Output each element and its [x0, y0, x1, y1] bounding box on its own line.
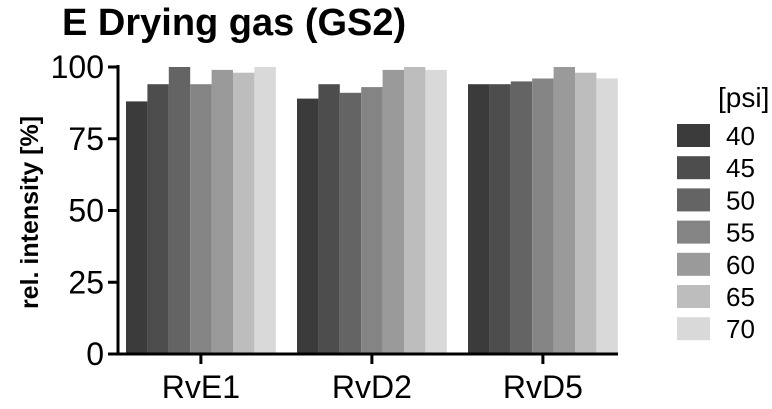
legend-label-45: 45	[726, 153, 755, 183]
y-tick-label-75: 75	[68, 121, 104, 157]
axes-group: 0 25 50 75 100 RvE1 RvD2 RvD5 rel. intensity [%]	[16, 49, 618, 405]
bar-RvE1-55	[190, 84, 212, 354]
bar-RvE1-40	[126, 101, 148, 355]
bar-RvD2-40	[297, 98, 319, 354]
x-tick-label-RvD2: RvD2	[332, 369, 412, 405]
bar-RvD5-40	[468, 84, 490, 354]
bar-RvD5-60	[553, 67, 575, 354]
bar-RvD2-50	[339, 92, 362, 355]
bar-RvD5-55	[532, 78, 554, 354]
y-tick-label-0: 0	[86, 336, 104, 372]
legend-swatch-70	[677, 317, 710, 341]
y-axis-title: rel. intensity [%]	[16, 116, 44, 309]
chart-title: E Drying gas (GS2)	[62, 2, 407, 44]
bar-RvE1-65	[233, 72, 255, 354]
bar-RvD2-65	[404, 67, 426, 354]
legend-swatch-65	[677, 285, 710, 308]
x-tick-label-RvD5: RvD5	[503, 369, 583, 405]
bar-RvD2-60	[382, 69, 404, 355]
bar-RvD5-45	[489, 84, 511, 354]
bar-RvE1-45	[147, 84, 169, 354]
bar-RvE1-70	[254, 67, 276, 354]
bars-group	[126, 67, 618, 355]
bar-RvD5-50	[510, 81, 533, 355]
legend-swatch-60	[677, 252, 710, 276]
legend-swatch-40	[677, 124, 710, 147]
legend-label-65: 65	[726, 282, 755, 312]
legend-title: [psi]	[718, 82, 769, 113]
legend-swatch-50	[677, 188, 710, 212]
bar-RvD5-65	[575, 72, 597, 354]
legend-label-55: 55	[726, 218, 755, 248]
y-tick-label-100: 100	[51, 49, 104, 85]
bar-RvE1-60	[211, 69, 233, 355]
bar-RvE1-50	[168, 67, 191, 354]
bar-RvD2-70	[425, 69, 447, 355]
bar-RvD5-70	[596, 78, 618, 354]
x-tick-label-RvE1: RvE1	[162, 369, 240, 405]
legend-swatch-45	[677, 156, 710, 180]
y-tick-label-50: 50	[68, 193, 104, 229]
bar-RvD2-55	[361, 87, 383, 354]
legend-label-40: 40	[726, 121, 755, 151]
legend-swatch-55	[677, 220, 710, 244]
legend-label-50: 50	[726, 185, 755, 215]
y-tick-label-25: 25	[68, 264, 104, 300]
bar-RvD2-45	[318, 84, 340, 354]
legend-label-70: 70	[726, 314, 755, 344]
legend-label-60: 60	[726, 250, 755, 280]
